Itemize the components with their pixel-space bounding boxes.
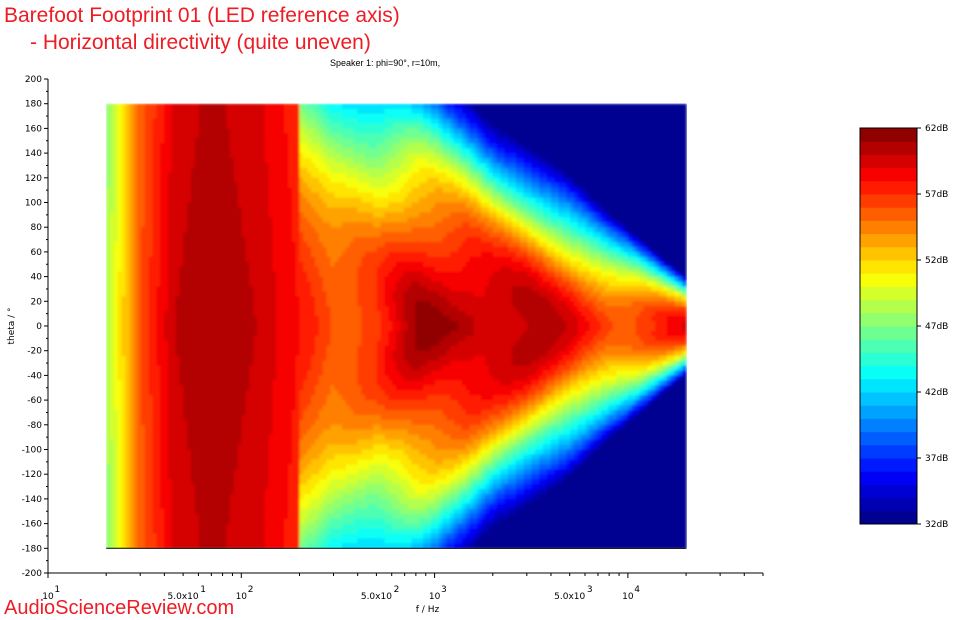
heatmap-plot-area	[106, 104, 686, 549]
colorbar-label: 52dB	[925, 256, 948, 266]
colorbar-band	[860, 352, 917, 366]
colorbar-band	[860, 141, 917, 155]
y-axis-label: theta / °	[7, 307, 17, 344]
y-tick-label: -160	[22, 520, 43, 530]
colorbar-band	[860, 498, 917, 512]
y-tick-label: -60	[27, 396, 42, 406]
y-tick-label: 200	[25, 75, 42, 85]
x-tick-exponent: 1	[54, 585, 60, 595]
colorbar-band	[860, 392, 917, 406]
colorbar-label: 42dB	[925, 388, 948, 398]
colorbar-band	[860, 418, 917, 432]
colorbar-band	[860, 511, 917, 525]
colorbar-band	[860, 339, 917, 353]
colorbar: 62dB 57dB 52dB 47dB 42dB 37dB 32dB	[860, 124, 948, 530]
colorbar-label: 47dB	[925, 322, 948, 332]
x-tick-exponent: 4	[634, 585, 640, 595]
y-tick-label: 100	[25, 199, 42, 209]
colorbar-band	[860, 471, 917, 485]
colorbar-label: 37dB	[925, 454, 948, 464]
colorbar-label: 62dB	[925, 124, 948, 134]
colorbar-band	[860, 154, 917, 168]
colorbar-band	[860, 234, 917, 248]
colorbar-band	[860, 194, 917, 208]
y-tick-label: -80	[27, 421, 42, 431]
colorbar-band	[860, 445, 917, 459]
colorbar-band	[860, 168, 917, 182]
y-tick-label: 40	[31, 273, 43, 283]
y-tick-label: -20	[27, 347, 42, 357]
colorbar-band	[860, 220, 917, 234]
x-tick-exponent: 3	[441, 585, 447, 595]
colorbar-band	[860, 128, 917, 142]
y-tick-label: -140	[22, 495, 43, 505]
colorbar-band	[860, 181, 917, 195]
colorbar-band	[860, 313, 917, 327]
colorbar-band	[860, 260, 917, 274]
x-axis-label: f / Hz	[416, 605, 440, 615]
x-tick-exponent: 1	[200, 585, 206, 595]
colorbar-band	[860, 273, 917, 287]
colorbar-band	[860, 432, 917, 446]
y-tick-label: 120	[25, 174, 42, 184]
y-tick-label: -200	[22, 569, 43, 579]
y-tick-label: -120	[22, 470, 43, 480]
watermark-text: AudioScienceReview.com	[4, 597, 234, 620]
colorbar-band	[860, 207, 917, 221]
y-tick-label: 160	[25, 124, 42, 134]
x-tick-exponent: 2	[248, 585, 254, 595]
y-tick-label: 140	[25, 149, 42, 159]
colorbar-label: 32dB	[925, 520, 948, 530]
colorbar-band	[860, 300, 917, 314]
y-tick-label: 80	[31, 223, 43, 233]
colorbar-band	[860, 405, 917, 419]
x-tick-exponent: 3	[587, 585, 593, 595]
y-tick-label: -40	[27, 371, 42, 381]
y-tick-label: 0	[36, 322, 42, 332]
colorbar-band	[860, 286, 917, 300]
y-tick-label: 20	[31, 297, 43, 307]
colorbar-band	[860, 379, 917, 393]
colorbar-band	[860, 366, 917, 380]
colorbar-band	[860, 458, 917, 472]
colorbar-band	[860, 326, 917, 340]
x-tick-label: 5.0x10	[554, 592, 585, 602]
colorbar-label: 57dB	[925, 190, 948, 200]
y-tick-label: -100	[22, 446, 43, 456]
y-tick-label: -180	[22, 544, 43, 554]
x-tick-label: 10	[236, 592, 248, 602]
y-tick-label: 180	[25, 100, 42, 110]
colorbar-band	[860, 484, 917, 498]
x-tick-label: 5.0x10	[361, 592, 392, 602]
y-tick-label: 60	[31, 248, 43, 258]
colorbar-band	[860, 247, 917, 261]
x-tick-label: 10	[622, 592, 634, 602]
x-tick-exponent: 2	[394, 585, 400, 595]
x-tick-label: 10	[429, 592, 441, 602]
